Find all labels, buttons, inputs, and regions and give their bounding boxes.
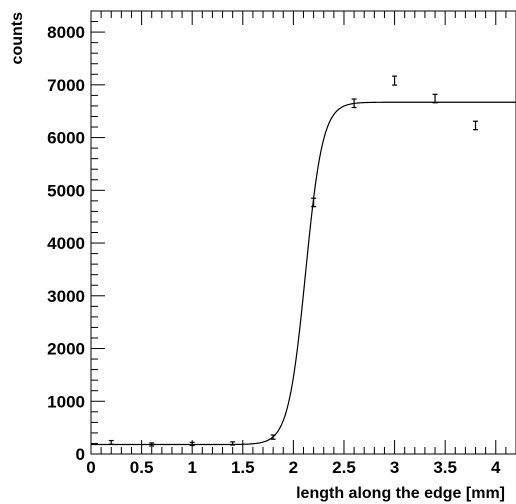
x-ticks	[90, 11, 516, 454]
data-point	[270, 434, 276, 440]
x-tick-label: 4	[491, 458, 501, 477]
x-tick-label: 1	[187, 458, 196, 477]
plot-frame	[90, 10, 516, 455]
data-point	[230, 441, 236, 446]
data-point	[432, 93, 438, 104]
data-point	[473, 120, 479, 131]
y-tick-label: 3000	[47, 287, 85, 306]
data-point	[189, 441, 195, 447]
data-point	[311, 197, 317, 208]
y-ticks	[91, 10, 105, 455]
y-tick-label: 8000	[47, 23, 85, 42]
x-tick-labels: 0 0.5 1 1.5 2 2.5 3 3.5 4	[86, 458, 501, 477]
y-tick-label: 0	[76, 445, 85, 464]
data-points	[108, 75, 479, 447]
x-tick-label: 0	[86, 458, 95, 477]
y-tick-label: 1000	[47, 392, 85, 411]
data-point	[108, 439, 114, 445]
y-tick-label: 7000	[47, 76, 85, 95]
y-tick-label: 5000	[47, 181, 85, 200]
x-tick-label: 3	[390, 458, 399, 477]
x-tick-label: 2.5	[332, 458, 356, 477]
x-tick-label: 3.5	[433, 458, 457, 477]
data-point	[392, 75, 398, 86]
fit-curve	[91, 101, 516, 446]
x-tick-label: 1.5	[231, 458, 255, 477]
x-tick-label: 2	[289, 458, 298, 477]
y-tick-label: 6000	[47, 129, 85, 148]
data-point	[351, 98, 357, 109]
y-tick-label: 4000	[47, 234, 85, 253]
data-point	[149, 442, 155, 447]
y-tick-labels: 0 1000 2000 3000 4000 5000 6000 7000 8000	[47, 23, 85, 464]
x-axis-title: length along the edge [mm]	[296, 485, 505, 502]
y-tick-label: 2000	[47, 340, 85, 359]
y-axis-title: counts	[9, 12, 26, 65]
x-tick-label: 0.5	[130, 458, 154, 477]
